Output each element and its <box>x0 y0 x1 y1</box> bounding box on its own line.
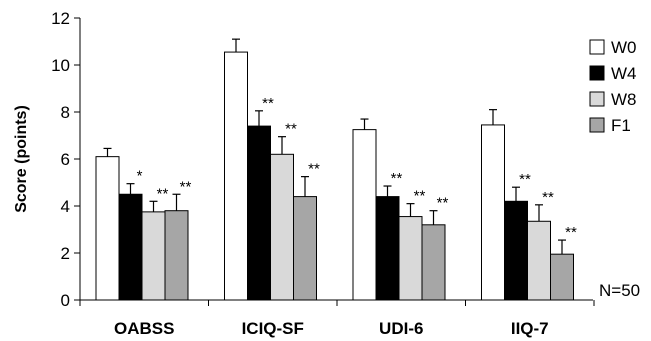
bar-rect <box>550 253 574 301</box>
bar-rect <box>164 210 189 301</box>
significance-marker: ** <box>285 121 297 138</box>
category-label: OABSS <box>114 319 174 338</box>
legend-label: W0 <box>611 38 637 57</box>
y-axis-ticks: 0 2 4 6 8 10 12 <box>51 9 80 310</box>
legend: W0 W4 W8 F1 <box>589 38 637 135</box>
y-tick-label: 8 <box>61 103 70 122</box>
bar-F1-OABSS: ** <box>164 178 192 301</box>
y-axis-label: Score (points) <box>13 105 30 213</box>
bar-rect <box>224 51 248 301</box>
legend-swatch <box>589 39 605 55</box>
significance-marker: ** <box>542 189 554 206</box>
legend-item-F1: F1 <box>589 116 631 135</box>
x-axis-labels: OABSS ICIQ-SF UDI-6 IIQ-7 <box>114 319 549 338</box>
legend-label: W8 <box>611 90 637 109</box>
y-tick-label: 4 <box>61 197 70 216</box>
significance-marker: ** <box>157 185 169 202</box>
bar-rect <box>95 156 120 301</box>
bar-F1-ICIQ-SF: ** <box>293 161 320 301</box>
bar-W8-UDI-6: ** <box>398 188 426 301</box>
bar-rect <box>375 196 400 301</box>
y-tick-label: 2 <box>61 244 70 263</box>
significance-marker: ** <box>565 224 577 241</box>
bar-W0-ICIQ-SF <box>224 38 248 301</box>
significance-marker: ** <box>414 188 426 205</box>
bar-W0-OABSS <box>95 147 120 301</box>
legend-swatch <box>589 91 605 107</box>
significance-marker: ** <box>262 95 274 112</box>
legend-swatch <box>589 65 605 81</box>
category-label: ICIQ-SF <box>242 319 304 338</box>
bar-rect <box>247 125 271 301</box>
y-tick-label: 12 <box>51 9 70 28</box>
significance-marker: * <box>137 168 143 185</box>
y-tick-label: 6 <box>61 150 70 169</box>
significance-marker: ** <box>391 170 403 187</box>
bar-W0-UDI-6 <box>352 118 377 301</box>
axes <box>79 18 595 306</box>
legend-item-W4: W4 <box>589 64 637 83</box>
significance-marker: ** <box>180 178 192 195</box>
legend-label: F1 <box>611 116 631 135</box>
bar-rect <box>293 196 317 301</box>
bar-rect <box>421 224 446 301</box>
category-label: UDI-6 <box>379 319 423 338</box>
legend-swatch <box>589 117 605 133</box>
legend-item-W0: W0 <box>589 38 637 57</box>
bar-F1-IIQ-7: ** <box>550 224 577 301</box>
bar-rect <box>398 216 423 301</box>
bar-rect <box>118 193 143 301</box>
significance-marker: ** <box>437 195 449 212</box>
legend-label: W4 <box>611 64 637 83</box>
bar-rect <box>527 220 551 301</box>
bar-W4-OABSS: * <box>118 168 143 301</box>
bar-rect <box>504 200 528 301</box>
y-tick-label: 10 <box>51 56 70 75</box>
y-tick-label: 0 <box>61 291 70 310</box>
bars: *** ************ ******** <box>95 38 577 301</box>
category-label: IIQ-7 <box>511 319 549 338</box>
sample-size-annotation: N=50 <box>599 281 640 300</box>
bar-rect <box>270 153 294 301</box>
significance-marker: ** <box>519 171 531 188</box>
significance-marker: ** <box>308 161 320 178</box>
bar-rect <box>141 211 166 301</box>
bar-rect <box>352 129 377 301</box>
bar-W0-IIQ-7 <box>481 109 505 301</box>
bar-rect <box>481 124 505 301</box>
legend-item-W8: W8 <box>589 90 637 109</box>
bar-F1-UDI-6: ** <box>421 195 449 301</box>
